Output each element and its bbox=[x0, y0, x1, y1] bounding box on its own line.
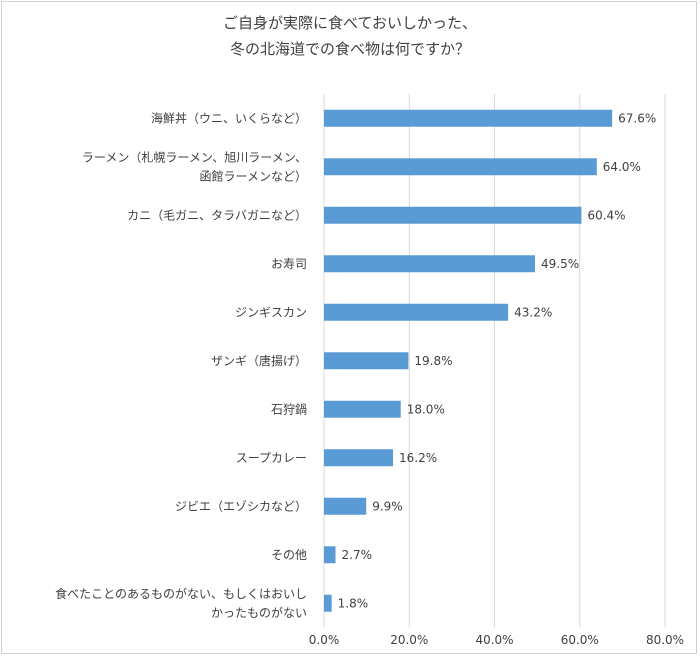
bar-5 bbox=[324, 352, 409, 370]
category-label-5: ザンギ（唐揚げ） bbox=[211, 353, 307, 368]
chart-title-line-2: 冬の北海道での食べ物は何ですか？ bbox=[229, 40, 470, 58]
value-label-3: 49.5% bbox=[541, 257, 579, 271]
bar-9 bbox=[324, 546, 336, 564]
category-label-6: 石狩鍋 bbox=[271, 401, 307, 416]
x-tick-label-3: 60.0% bbox=[561, 633, 599, 647]
category-label-8: ジビエ（エゾシカなど） bbox=[175, 499, 307, 513]
bar-4 bbox=[324, 303, 509, 321]
bar-0 bbox=[324, 109, 613, 127]
bar-8 bbox=[324, 497, 367, 515]
value-label-2: 60.4% bbox=[587, 208, 625, 222]
category-label-1-line-1: 函館ラーメンなど） bbox=[199, 168, 307, 183]
x-tick-label-2: 40.0% bbox=[475, 633, 513, 647]
value-label-4: 43.2% bbox=[514, 305, 552, 319]
category-label-3: お寿司 bbox=[271, 257, 307, 271]
value-label-9: 2.7% bbox=[342, 548, 373, 562]
x-tick-label-0: 0.0% bbox=[309, 633, 340, 647]
value-label-1: 64.0% bbox=[603, 160, 641, 174]
value-label-6: 18.0% bbox=[407, 402, 445, 416]
category-label-9: その他 bbox=[271, 548, 307, 562]
value-label-0: 67.6% bbox=[618, 111, 656, 125]
bar-3 bbox=[324, 255, 535, 273]
bar-10 bbox=[324, 594, 332, 612]
category-label-10-line-1: かったものがない bbox=[211, 605, 307, 620]
bar-1 bbox=[324, 158, 597, 176]
chart-title: ご自身が実際に食べておいしかった、 冬の北海道での食べ物は何ですか？ bbox=[0, 10, 700, 62]
category-label-0: 海鮮丼（ウニ、いくらなど） bbox=[151, 110, 307, 125]
category-label-4: ジンギスカン bbox=[235, 305, 307, 319]
category-label-10-line-0: 食べたことのあるものがない、もしくはおいし bbox=[55, 586, 307, 601]
category-label-7: スープカレー bbox=[236, 451, 307, 465]
value-label-5: 19.8% bbox=[414, 354, 452, 368]
chart-title-line-1: ご自身が実際に食べておいしかった、 bbox=[223, 14, 477, 32]
category-label-1-line-0: ラーメン（札幌ラーメン、旭川ラーメン、 bbox=[82, 149, 307, 164]
bar-7 bbox=[324, 449, 394, 467]
category-label-2: カニ（毛ガニ、タラバガニなど） bbox=[127, 208, 307, 222]
value-label-8: 9.9% bbox=[372, 499, 403, 513]
x-tick-label-4: 80.0% bbox=[646, 633, 684, 647]
x-tick-label-1: 20.0% bbox=[390, 633, 428, 647]
bar-2 bbox=[324, 206, 582, 224]
bar-6 bbox=[324, 400, 401, 418]
value-label-10: 1.8% bbox=[338, 596, 369, 610]
value-label-7: 16.2% bbox=[399, 451, 437, 465]
